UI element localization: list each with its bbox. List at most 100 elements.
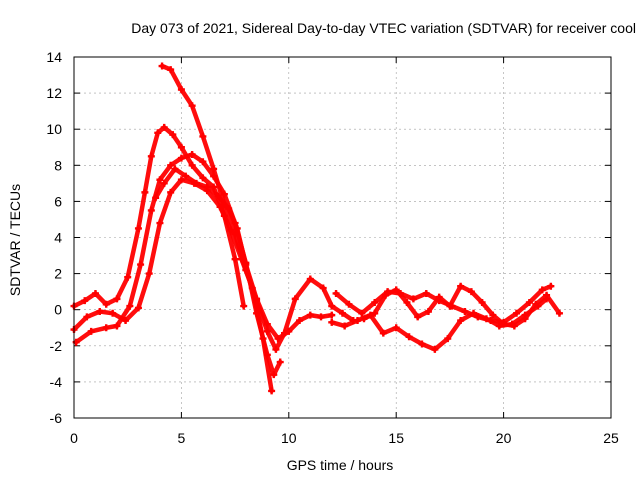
data-point	[177, 143, 185, 151]
y-tick-label: 2	[54, 266, 62, 282]
data-point	[431, 345, 439, 353]
data-point	[296, 317, 304, 325]
y-axis-label: SDTVAR / TECUs	[7, 184, 23, 296]
data-point	[199, 174, 207, 182]
data-point	[276, 358, 284, 366]
data-point	[409, 295, 417, 303]
data-point	[216, 203, 224, 211]
data-point	[152, 194, 160, 202]
data-point	[414, 313, 422, 321]
data-point	[422, 289, 430, 297]
data-point	[328, 311, 336, 319]
data-point	[83, 313, 91, 321]
data-point	[328, 302, 336, 310]
data-point	[225, 205, 233, 213]
data-point	[371, 309, 379, 317]
series-8	[360, 282, 563, 330]
data-point	[403, 298, 411, 306]
data-point	[274, 335, 282, 343]
data-point	[81, 297, 89, 305]
data-point	[113, 322, 121, 330]
data-point	[467, 288, 475, 296]
series-trace	[153, 166, 335, 341]
data-point	[457, 282, 465, 290]
data-point	[96, 308, 104, 316]
data-point	[156, 176, 164, 184]
data-point	[495, 322, 503, 330]
data-point	[482, 315, 490, 323]
y-tick-label: -4	[50, 374, 63, 390]
data-point	[177, 176, 185, 184]
data-point	[345, 300, 353, 308]
data-point	[328, 318, 336, 326]
data-point	[238, 255, 246, 263]
data-point	[134, 224, 142, 232]
x-tick-label: 10	[281, 430, 297, 446]
data-point	[160, 179, 168, 187]
data-point	[188, 161, 196, 169]
data-point	[154, 129, 162, 137]
data-point	[134, 304, 142, 312]
data-point	[470, 309, 478, 317]
data-point	[358, 309, 366, 317]
grid	[74, 57, 611, 418]
data-point	[171, 165, 179, 173]
data-point	[381, 291, 389, 299]
data-point	[199, 158, 207, 166]
data-point	[240, 302, 248, 310]
x-tick-label: 25	[603, 430, 619, 446]
x-axis-label: GPS time / hours	[287, 457, 394, 473]
data-point	[478, 298, 486, 306]
y-tick-label: 12	[46, 85, 62, 101]
data-point	[263, 327, 271, 335]
data-point	[418, 340, 426, 348]
data-point	[446, 302, 454, 310]
data-point	[188, 102, 196, 110]
x-tick-labels: 0 5 10 15 20 25	[70, 430, 619, 446]
series-5	[70, 176, 276, 395]
data-point	[521, 315, 529, 323]
data-point	[317, 313, 325, 321]
data-point	[538, 286, 546, 294]
data-point	[167, 66, 175, 74]
data-point	[270, 371, 278, 379]
data-point	[424, 308, 432, 316]
data-point	[332, 289, 340, 297]
data-point	[231, 255, 239, 263]
data-point	[214, 192, 222, 200]
data-point	[227, 226, 235, 234]
data-point	[510, 322, 518, 330]
data-point	[177, 154, 185, 162]
data-point	[122, 317, 130, 325]
y-tick-label: 14	[46, 49, 62, 65]
data-point	[199, 132, 207, 140]
data-point	[379, 329, 387, 337]
data-point	[306, 275, 314, 283]
data-point	[102, 324, 110, 332]
data-point	[167, 161, 175, 169]
data-point	[87, 327, 95, 335]
data-point	[512, 309, 520, 317]
data-point	[248, 284, 256, 292]
data-point	[532, 300, 540, 308]
data-point	[339, 309, 346, 317]
y-tick-label: 8	[54, 157, 62, 173]
data-point	[555, 309, 563, 317]
data-point	[405, 333, 413, 341]
y-tick-label: -2	[50, 338, 63, 354]
y-tick-labels: -6 -4 -2 0 2 4 6 8 10 12 14	[46, 49, 62, 426]
data-point	[435, 293, 443, 301]
data-point	[147, 152, 155, 160]
data-point	[272, 345, 280, 353]
data-point	[392, 286, 400, 294]
y-tick-label: 10	[46, 121, 62, 137]
data-point	[169, 131, 177, 139]
data-point	[525, 298, 533, 306]
data-point	[145, 270, 153, 278]
data-point	[182, 172, 190, 180]
data-point	[156, 219, 164, 227]
data-point	[306, 311, 314, 319]
data-point	[291, 295, 299, 303]
series-trace	[71, 125, 246, 309]
